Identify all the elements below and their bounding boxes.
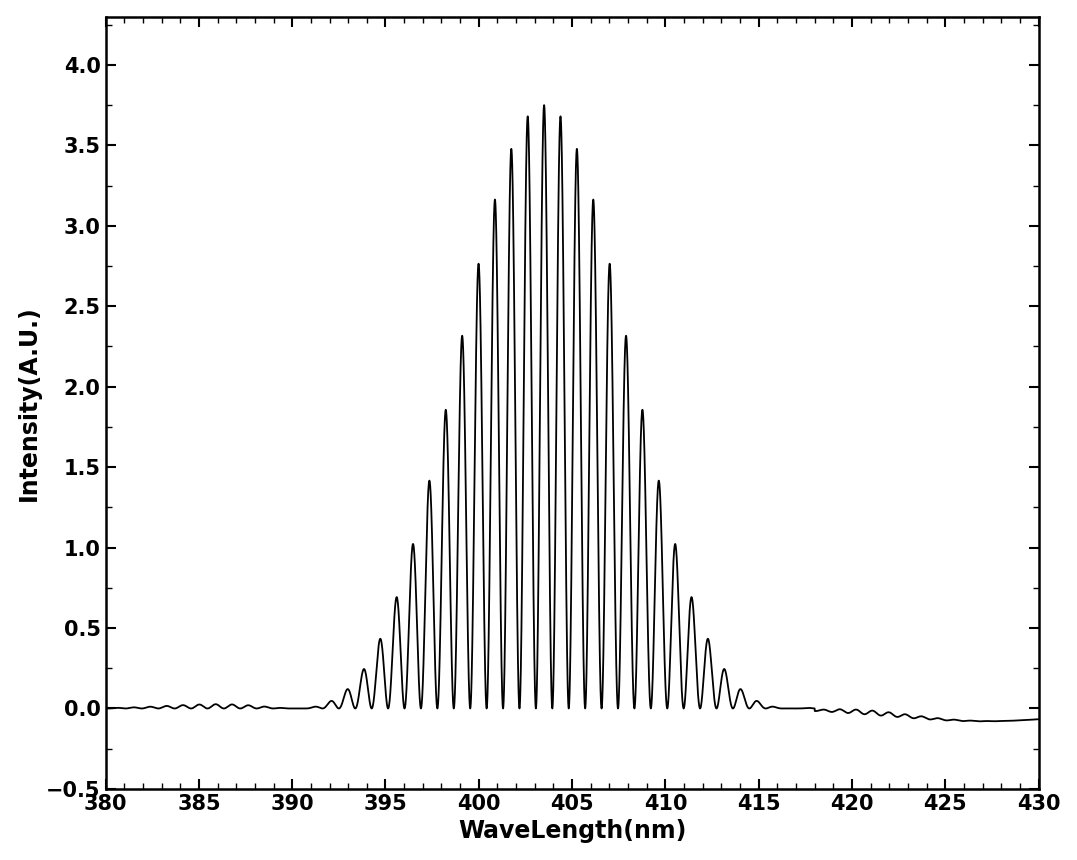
X-axis label: WaveLength(nm): WaveLength(nm) [458, 820, 686, 844]
Y-axis label: Intensity(A.U.): Intensity(A.U.) [16, 305, 41, 501]
